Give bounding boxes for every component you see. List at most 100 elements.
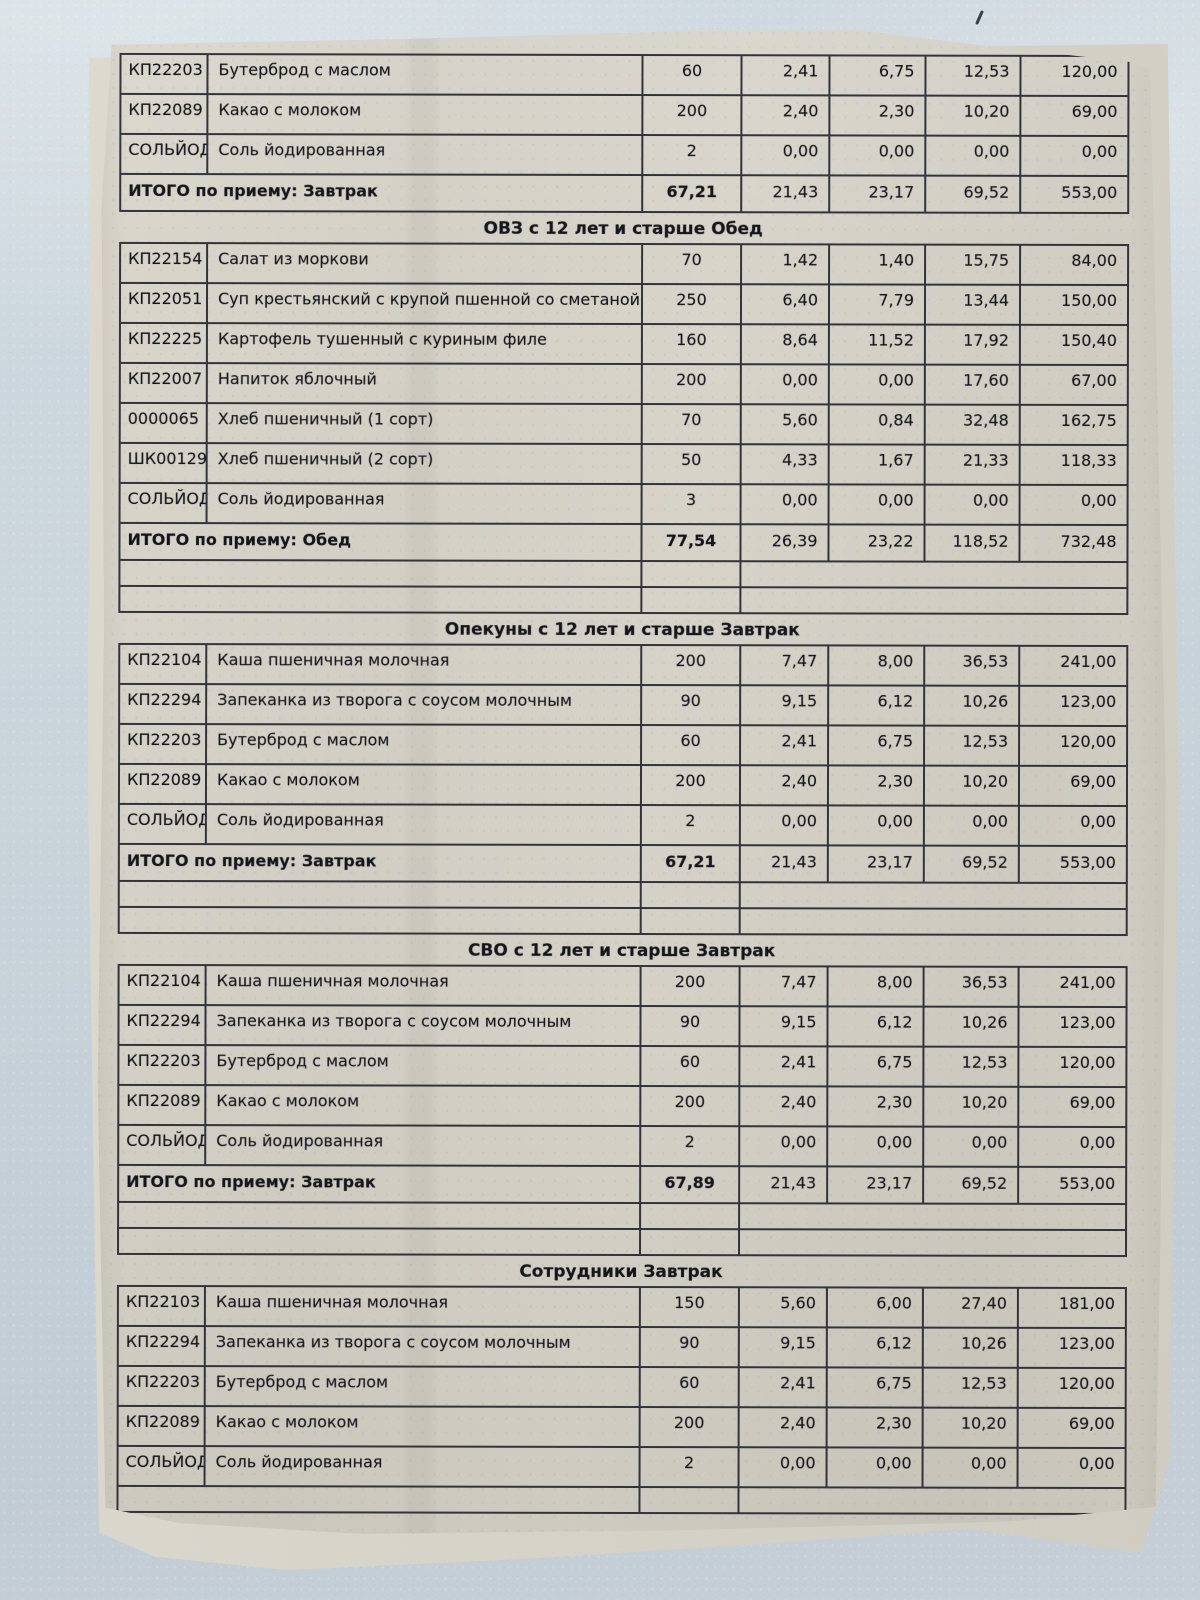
total-row: ИТОГО по приему: Завтрак 67,89 21,43 23,17 6…: [118, 1165, 1126, 1204]
total-qty-cell: 77,54: [641, 524, 740, 561]
row-value-cell: 11,52: [829, 324, 925, 364]
total-row: ИТОГО по приему: Обед 77,54 26,39 23,22 118,…: [119, 523, 1127, 562]
row-qty-cell: 90: [640, 1006, 739, 1046]
row-name-cell: Напиток яблочный: [207, 363, 642, 404]
row-qty-cell: 2: [640, 1126, 739, 1166]
row-name-cell: Запеканка из творога с соусом молочным: [205, 1005, 640, 1046]
row-value-cell: 0,00: [741, 135, 829, 175]
background-speck: [975, 10, 984, 25]
row-value-cell: 10,20: [924, 766, 1019, 806]
row-code-cell: КП22225: [120, 323, 207, 363]
paper-content: КП22203 Бутерброд с маслом 60 2,41 6,75 12,53…: [116, 53, 1127, 1515]
row-value-cell: 10,20: [923, 1087, 1018, 1127]
blank-cell: [118, 1228, 640, 1255]
row-value-cell: 2,40: [741, 95, 829, 135]
row-name-cell: Каша пшеничная молочная: [206, 965, 641, 1006]
table-row: СОЛЬЙОД Соль йодированная 2 0,00 0,00 0,00 0,0…: [118, 1446, 1126, 1488]
row-code-cell: КП22007: [120, 363, 207, 403]
section-header: Сотрудники Завтрак: [519, 1261, 723, 1283]
row-value-cell: 0,00: [739, 1126, 827, 1166]
table-row: КП22154 Салат из моркови 70 1,42 1,40 15,75 84…: [120, 243, 1128, 285]
row-value-cell: 0,00: [1018, 1127, 1126, 1167]
row-value-cell: 6,40: [741, 284, 829, 324]
blank-cell: [119, 881, 641, 908]
row-value-cell: 120,00: [1018, 1368, 1126, 1408]
blank-cell: [641, 587, 740, 613]
row-value-cell: 0,00: [827, 1126, 923, 1166]
row-name-cell: Хлеб пшеничный (1 сорт): [207, 403, 642, 444]
row-value-cell: 6,75: [828, 725, 924, 765]
row-value-cell: 67,00: [1020, 365, 1128, 405]
row-code-cell: КП22294: [118, 1005, 205, 1045]
row-value-cell: 0,00: [740, 805, 828, 845]
blank-cell: [641, 908, 740, 934]
row-value-cell: 4,33: [741, 444, 829, 484]
row-value-cell: 1,42: [741, 244, 829, 284]
row-value-cell: 0,00: [739, 1447, 827, 1487]
table-row: СОЛЬЙОД Соль йодированная 3 0,00 0,00 0,00 0,0…: [120, 483, 1128, 525]
row-value-cell: 2,30: [829, 95, 925, 135]
row-value-cell: 5,60: [741, 404, 829, 444]
row-value-cell: 5,60: [739, 1287, 827, 1327]
table-row: КП22203 Бутерброд с маслом 60 2,41 6,75 12,53…: [119, 724, 1127, 766]
row-qty-cell: 50: [642, 444, 741, 484]
row-value-cell: 150,00: [1020, 285, 1128, 325]
row-code-cell: КП22089: [119, 764, 206, 804]
row-value-cell: 17,60: [925, 365, 1020, 405]
table-row: СОЛЬЙОД Соль йодированная 2 0,00 0,00 0,00 0,0…: [119, 804, 1127, 846]
row-value-cell: 12,53: [923, 1368, 1018, 1408]
row-name-cell: Хлеб пшеничный (2 сорт): [207, 443, 642, 484]
row-value-cell: 7,47: [740, 966, 828, 1006]
row-value-cell: 162,75: [1020, 405, 1128, 445]
row-value-cell: 9,15: [739, 1006, 827, 1046]
row-value-cell: 6,12: [827, 1006, 923, 1046]
table-row: СОЛЬЙОД Соль йодированная 2 0,00 0,00 0,00 0,0…: [120, 134, 1128, 176]
row-code-cell: ШК00129: [120, 443, 207, 483]
row-value-cell: 0,00: [924, 806, 1019, 846]
total-value-cell: 118,52: [924, 525, 1019, 562]
row-value-cell: 36,53: [924, 646, 1019, 686]
row-value-cell: 2,41: [739, 1367, 827, 1407]
blank-cell: [740, 587, 1127, 614]
row-qty-cell: 3: [642, 484, 741, 524]
row-value-cell: 2,30: [827, 1086, 923, 1126]
row-name-cell: Какао с молоком: [205, 1406, 640, 1447]
row-value-cell: 0,00: [827, 1447, 923, 1487]
total-value-cell: 21,43: [740, 845, 828, 882]
total-value-cell: 21,43: [739, 1166, 827, 1203]
row-name-cell: Какао с молоком: [207, 94, 642, 135]
table-row: КП22007 Напиток яблочный 200 0,00 0,00 17,60 6…: [120, 363, 1128, 405]
section-header: Опекуны с 12 лет и старше Завтрак: [444, 619, 800, 641]
row-value-cell: 6,00: [827, 1287, 923, 1327]
row-value-cell: 7,79: [829, 284, 925, 324]
blank-cell: [739, 1203, 1126, 1230]
table-row: ШК00129 Хлеб пшеничный (2 сорт) 50 4,33 1,67…: [120, 443, 1128, 485]
blank-cell: [740, 908, 1127, 935]
total-qty-cell: 67,21: [642, 175, 741, 212]
table-row: КП22103 Каша пшеничная молочная 150 5,60 6,0…: [118, 1286, 1126, 1328]
row-value-cell: 7,47: [740, 645, 828, 685]
row-code-cell: КП22089: [120, 94, 207, 134]
row-value-cell: 10,26: [923, 1007, 1018, 1047]
row-name-cell: Бутерброд с маслом: [206, 724, 641, 765]
row-value-cell: 0,00: [829, 135, 925, 175]
total-value-cell: 69,52: [925, 176, 1020, 213]
row-code-cell: СОЛЬЙОД: [118, 1446, 205, 1486]
row-value-cell: 6,12: [828, 685, 924, 725]
total-row: ИТОГО по приему: Завтрак 67,21 21,43 23,17 6…: [119, 844, 1127, 883]
row-value-cell: 0,00: [829, 364, 925, 404]
row-name-cell: Соль йодированная: [207, 483, 642, 524]
table-row: КП22089 Какао с молоком 200 2,40 2,30 10,20 69…: [118, 1085, 1126, 1127]
row-value-cell: 21,33: [925, 445, 1020, 485]
table-row: 0000065 Хлеб пшеничный (1 сорт) 70 5,60 0,84…: [120, 403, 1128, 445]
blank-cell: [640, 1203, 739, 1229]
row-name-cell: Салат из моркови: [207, 243, 642, 284]
row-qty-cell: 90: [640, 1327, 739, 1367]
menu-table: КП22104 Каша пшеничная молочная 200 7,47 8,0…: [118, 643, 1129, 936]
row-name-cell: Соль йодированная: [207, 134, 642, 175]
row-value-cell: 27,40: [923, 1288, 1018, 1328]
table-row: КП22203 Бутерброд с маслом 60 2,41 6,75 12,53…: [120, 54, 1128, 96]
table-row: СОЛЬЙОД Соль йодированная 2 0,00 0,00 0,00 0,0…: [118, 1125, 1126, 1167]
blank-cell: [640, 1229, 739, 1255]
total-value-cell: 23,22: [828, 524, 924, 561]
